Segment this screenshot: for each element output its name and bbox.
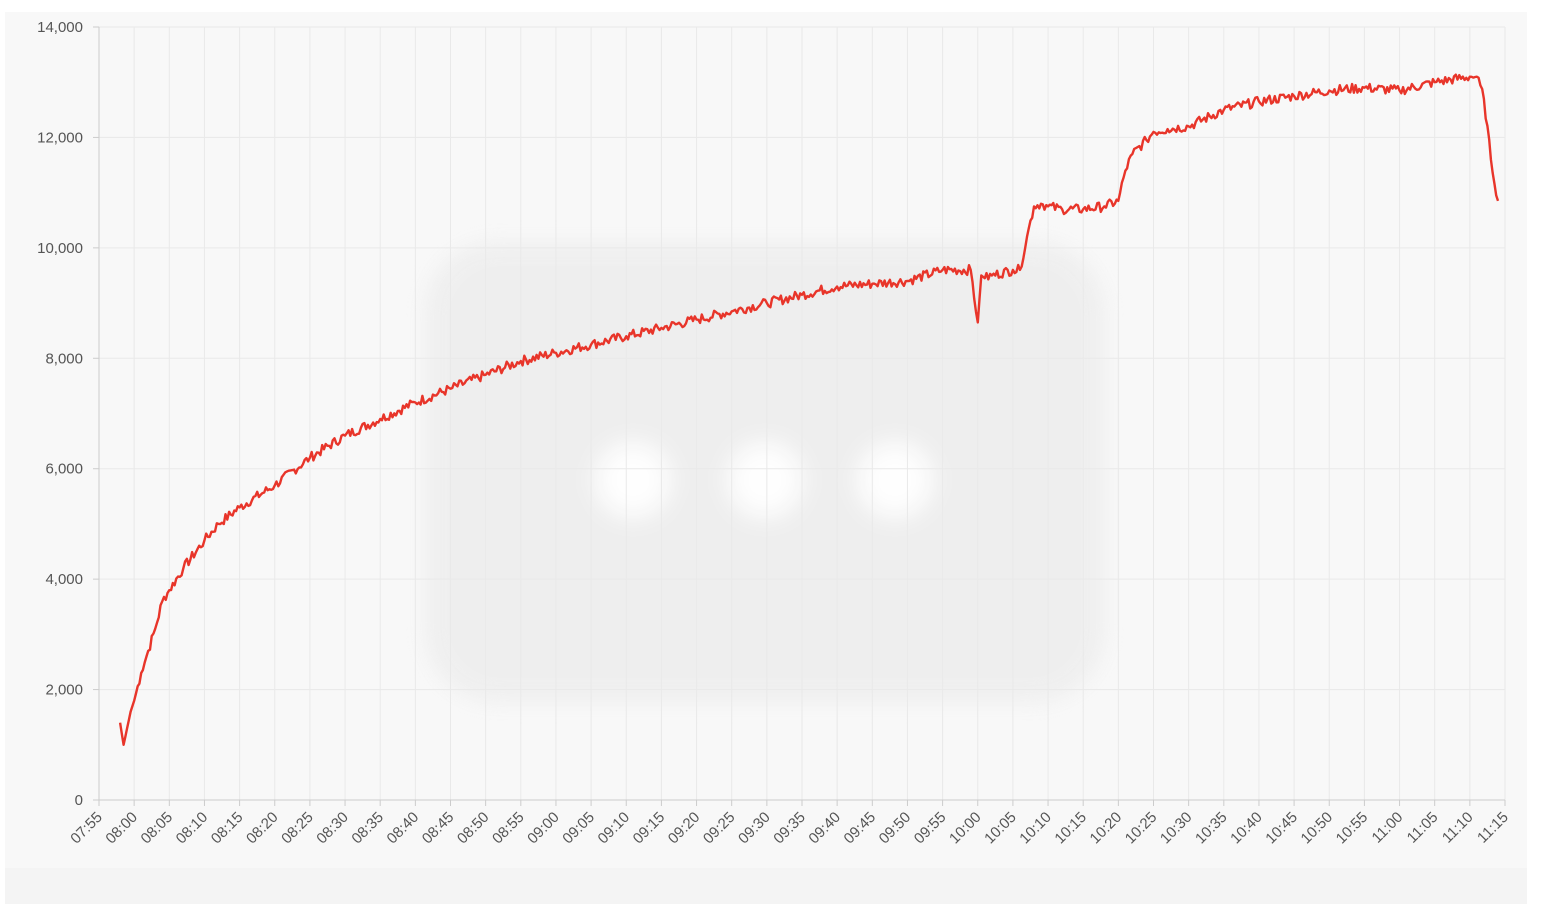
x-tick-label: 10:45: [1262, 809, 1301, 848]
x-tick-label: 09:05: [559, 809, 598, 848]
x-tick-label: 11:05: [1404, 809, 1442, 847]
x-tick-label: 09:25: [700, 809, 739, 848]
x-tick-label: 10:35: [1192, 809, 1231, 848]
x-tick-label: 10:00: [946, 809, 985, 848]
axis-layer: [93, 26, 1506, 806]
y-axis-ticks: 0 2,000 4,000 6,000 8,000 10,000 12,000 14,000: [37, 19, 83, 809]
x-tick-label: 10:15: [1051, 809, 1090, 848]
x-tick-label: 10:20: [1087, 809, 1126, 848]
x-tick-label: 08:55: [489, 809, 528, 848]
series-layer: [118, 73, 1500, 746]
x-tick-label: 11:00: [1369, 809, 1407, 847]
x-tick-label: 09:15: [630, 809, 669, 848]
watermark-dot: [727, 442, 803, 518]
x-tick-label: 09:00: [524, 809, 563, 848]
x-tick-label: 09:50: [876, 809, 915, 848]
x-tick-label: 11:15: [1474, 809, 1512, 847]
x-tick-label: 08:45: [419, 809, 458, 848]
x-tick-label: 09:40: [805, 809, 844, 848]
x-tick-label: 10:30: [1157, 809, 1196, 848]
x-tick-label: 11:10: [1439, 809, 1477, 847]
x-tick-label: 10:10: [1016, 809, 1055, 848]
chart-panel: [5, 12, 1527, 868]
x-tick-label: 10:05: [981, 809, 1020, 848]
grid-layer: [98, 26, 1506, 800]
y-tick-label: 4,000: [45, 571, 83, 588]
y-tick-label: 10,000: [37, 240, 83, 257]
next-chart-strip: [5, 868, 1527, 904]
x-tick-label: 07:55: [67, 809, 106, 848]
x-tick-label: 08:40: [384, 809, 423, 848]
x-tick-label: 09:35: [770, 809, 809, 848]
x-tick-label: 09:10: [595, 809, 634, 848]
x-tick-label: 08:00: [102, 809, 141, 848]
series-line: [118, 73, 1500, 746]
x-tick-label: 08:30: [313, 809, 352, 848]
watermark-dot: [595, 442, 671, 518]
y-tick-label: 8,000: [45, 350, 83, 367]
watermark-dot: [857, 442, 933, 518]
x-tick-label: 10:50: [1298, 809, 1337, 848]
x-tick-label: 09:55: [911, 809, 950, 848]
x-tick-label: 09:30: [735, 809, 774, 848]
y-tick-label: 2,000: [45, 682, 83, 699]
x-tick-label: 09:20: [665, 809, 704, 848]
x-tick-label: 10:40: [1227, 809, 1266, 848]
x-tick-label: 08:25: [278, 809, 317, 848]
x-tick-label: 09:45: [841, 809, 880, 848]
x-tick-label: 08:05: [138, 809, 177, 848]
x-tick-label: 08:10: [173, 809, 212, 848]
x-tick-label: 08:50: [454, 809, 493, 848]
x-tick-label: 10:55: [1333, 809, 1372, 848]
x-tick-label: 10:25: [1122, 809, 1161, 848]
x-tick-label: 08:35: [348, 809, 387, 848]
y-tick-label: 14,000: [37, 19, 83, 36]
x-tick-label: 08:15: [208, 809, 247, 848]
x-tick-label: 08:20: [243, 809, 282, 848]
x-axis-ticks: 07:5508:0008:0508:1008:1508:2008:2508:30…: [67, 809, 1512, 848]
y-tick-label: 12,000: [37, 129, 83, 146]
loading-placeholder-watermark: [425, 242, 1105, 702]
y-tick-label: 0: [75, 792, 83, 809]
y-tick-label: 6,000: [45, 461, 83, 478]
